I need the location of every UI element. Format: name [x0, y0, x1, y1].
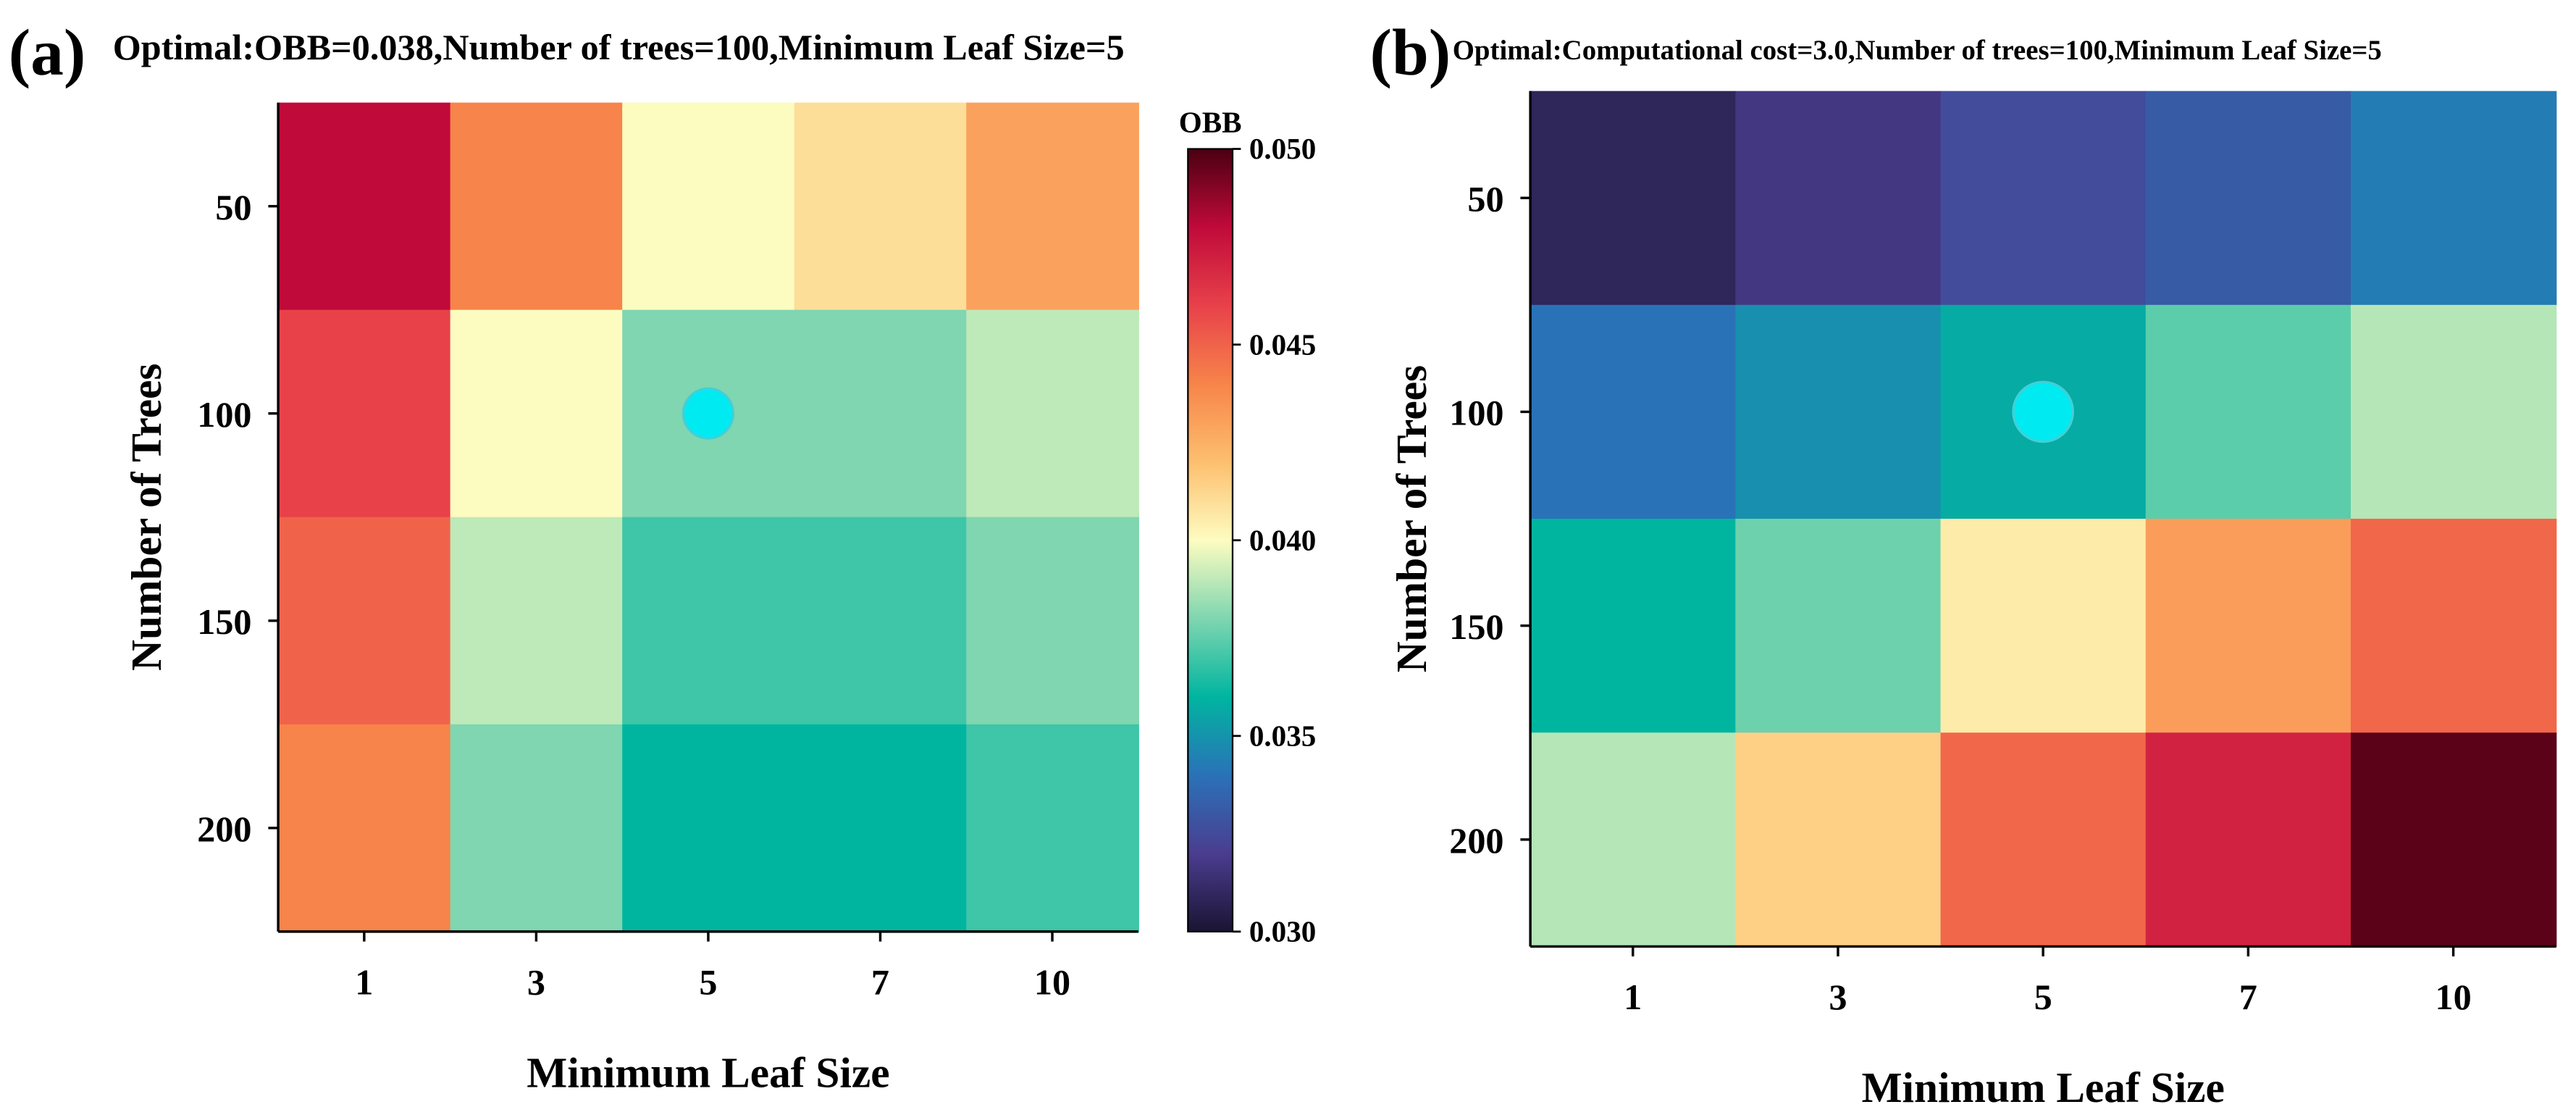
heatmap-cell [450, 309, 624, 518]
y-tick-label: 50 [215, 187, 251, 227]
heatmap-cell [1940, 732, 2147, 948]
heatmap-cell [966, 102, 1139, 311]
heatmap-cell [2145, 519, 2352, 734]
heatmap-cell [794, 517, 968, 725]
heatmap-cell [794, 309, 968, 518]
heatmap-cell [622, 724, 795, 933]
y-tick-label: 50 [1467, 178, 1503, 219]
heatmap-cell [794, 724, 968, 933]
panel-label: (b) [1370, 16, 1451, 89]
colorbar-tick-label: 0.050 [1249, 132, 1317, 165]
colorbar-tick-label: 0.045 [1249, 327, 1317, 361]
heatmap-cell [2350, 732, 2557, 948]
heatmap-cell [2145, 732, 2352, 948]
x-tick-label: 1 [1624, 977, 1642, 1017]
x-tick-label: 5 [2034, 977, 2052, 1017]
heatmap-cell [1735, 519, 1942, 734]
heatmap-cell [622, 517, 795, 725]
heatmap-cell [2145, 91, 2352, 306]
heatmap-cell [2350, 91, 2557, 306]
colorbar [1187, 148, 1234, 933]
heatmap-cell [278, 309, 451, 518]
y-tick-label: 150 [1449, 606, 1503, 647]
panel-label: (a) [9, 16, 86, 89]
heatmap-cell [1940, 519, 2147, 734]
heatmap-panel-a: (a) Optimal:OBB=0.038,Number of trees=100… [9, 16, 1317, 1097]
heatmap-cell [1530, 732, 1737, 948]
chart-title: Optimal:Computational cost=3.0,Number of… [1453, 35, 2382, 66]
heatmap-cell [1530, 519, 1737, 734]
y-tick-label: 200 [197, 809, 251, 849]
y-tick-label: 200 [1449, 820, 1503, 861]
heatmap-cell [1735, 304, 1942, 520]
colorbar-tick-label: 0.030 [1249, 915, 1317, 948]
x-tick-label: 7 [871, 962, 889, 1003]
x-axis-label: Minimum Leaf Size [526, 1049, 889, 1097]
heatmap-cell [794, 102, 968, 311]
heatmap-cell [1530, 304, 1737, 520]
heatmap-cell [966, 724, 1139, 933]
optimal-point-marker [681, 387, 734, 440]
y-axis-label: Number of Trees [122, 364, 170, 671]
heatmap-cell [1735, 732, 1942, 948]
heatmap-cell [2350, 304, 2557, 520]
y-axis-label: Number of Trees [1388, 365, 1435, 672]
heatmap-cell [450, 724, 624, 933]
colorbar-label: OBB [1179, 106, 1242, 139]
heatmap-cell [278, 102, 451, 311]
heatmap-cell [1530, 91, 1737, 306]
heatmap-cell [1735, 91, 1942, 306]
heatmap-panel-b: (b) Optimal:Computational cost=3.0,Number… [1370, 16, 2557, 1107]
y-tick-label: 100 [197, 394, 251, 435]
chart-title: Optimal:OBB=0.038,Number of trees=100,Mi… [113, 27, 1125, 67]
x-tick-label: 3 [527, 962, 545, 1003]
heatmap-cell [622, 102, 795, 311]
colorbar-tick-label: 0.035 [1249, 719, 1317, 753]
heatmap-cell [2350, 519, 2557, 734]
heatmap-cell [278, 517, 451, 725]
heatmap-cell [450, 517, 624, 725]
x-axis-label: Minimum Leaf Size [1861, 1064, 2224, 1107]
heatmap-cell [966, 517, 1139, 725]
y-tick-label: 150 [197, 601, 251, 642]
colorbar-tick-label: 0.040 [1249, 523, 1317, 556]
x-tick-label: 10 [2435, 977, 2471, 1017]
heatmap-cell [450, 102, 624, 311]
y-tick-label: 100 [1449, 393, 1503, 433]
optimal-point-marker [2012, 380, 2074, 443]
x-tick-label: 3 [1829, 977, 1847, 1017]
x-tick-label: 7 [2239, 977, 2257, 1017]
heatmap-cell [278, 724, 451, 933]
x-tick-label: 1 [355, 962, 373, 1003]
x-tick-label: 5 [699, 962, 717, 1003]
heatmap-cell [966, 309, 1139, 518]
heatmap-cell [2145, 304, 2352, 520]
heatmap-cell [1940, 91, 2147, 306]
x-tick-label: 10 [1034, 962, 1070, 1003]
